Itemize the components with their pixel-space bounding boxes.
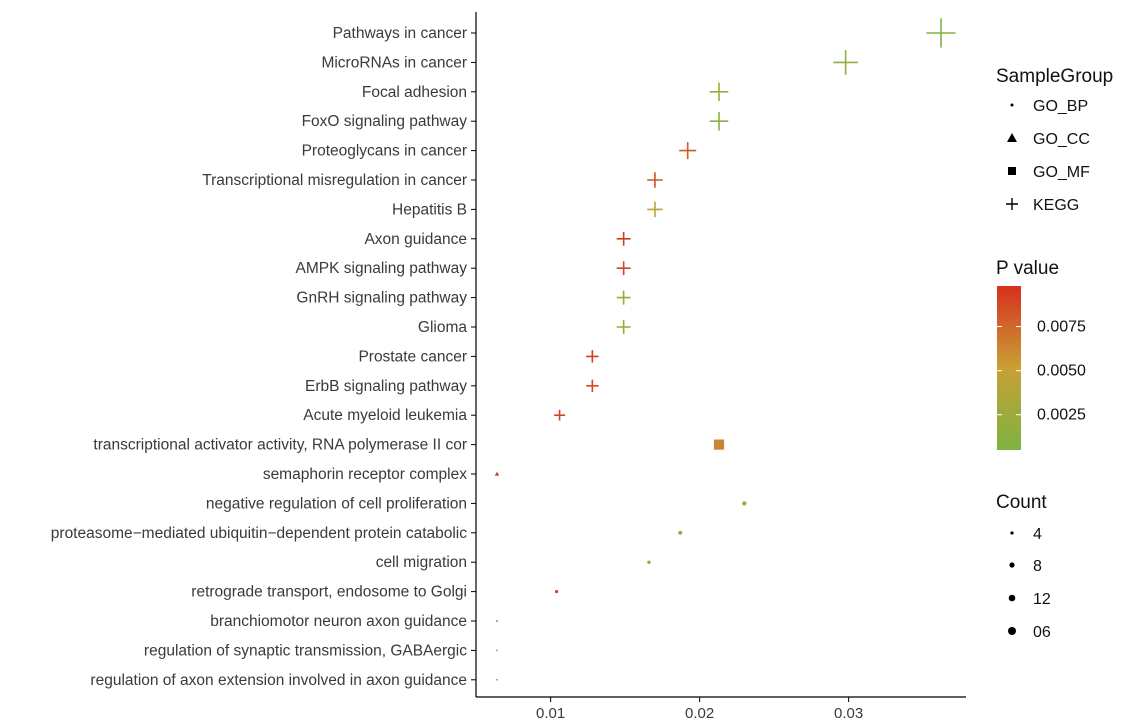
legend-shape-kegg (1006, 198, 1018, 210)
data-point (616, 290, 631, 305)
data-point (496, 649, 498, 652)
y-tick-label: Glioma (418, 319, 467, 336)
legend-size-dot (1008, 627, 1016, 635)
data-point (616, 320, 631, 334)
y-tick-label: Focal adhesion (362, 84, 467, 101)
legend-size-label: 12 (1033, 591, 1051, 608)
legend-size-label: 06 (1033, 624, 1051, 641)
y-tick-label: Acute myeloid leukemia (303, 407, 467, 424)
y-tick-label: negative regulation of cell proliferatio… (206, 495, 467, 512)
y-tick-label: semaphorin receptor complex (263, 466, 467, 483)
y-tick-label: regulation of axon extension involved in… (90, 672, 467, 689)
data-point (678, 530, 683, 535)
data-point (586, 379, 599, 393)
y-tick-label: Pathways in cancer (333, 25, 467, 42)
legend-count: Count 4 8 12 06 (996, 492, 1051, 641)
data-point (709, 111, 729, 131)
legend-size-label: 4 (1033, 526, 1042, 543)
legend-shape-go-mf (1008, 167, 1016, 175)
data-point (647, 201, 663, 218)
x-tick-label: 0.01 (536, 705, 565, 719)
legend-pvalue-title: P value (996, 258, 1059, 279)
y-tick-label: ErbB signaling pathway (305, 378, 467, 395)
y-tick-label: Hepatitis B (392, 201, 467, 218)
data-point (709, 82, 729, 102)
legend-size-dot (1010, 531, 1014, 535)
y-tick-label: Proteoglycans in cancer (302, 143, 467, 160)
pvalue-colorbar (997, 286, 1021, 450)
data-point (496, 620, 498, 622)
data-point (926, 18, 956, 48)
y-tick-label: retrograde transport, endosome to Golgi (191, 584, 467, 601)
colorbar-label: 0.0050 (1037, 363, 1086, 380)
y-tick-label: AMPK signaling pathway (296, 260, 468, 277)
data-point (496, 678, 498, 681)
legend-shape-go-cc (1007, 133, 1017, 142)
legend-size-dot (1009, 562, 1015, 568)
colorbar-label: 0.0025 (1037, 407, 1086, 424)
data-point (833, 50, 858, 75)
data-point (647, 560, 651, 564)
x-tick-label: 0.03 (834, 705, 863, 719)
data-point (494, 471, 500, 476)
legend-size-label: 8 (1033, 558, 1042, 575)
data-point (554, 409, 566, 421)
y-tick-label: proteasome−mediated ubiquitin−dependent … (51, 525, 467, 542)
y-tick-label: FoxO signaling pathway (302, 113, 468, 130)
data-point (679, 142, 697, 160)
y-tick-label: Transcriptional misregulation in cancer (202, 172, 467, 189)
y-tick-label: cell migration (376, 554, 467, 571)
legend-shape-label: GO_CC (1033, 131, 1090, 148)
data-point (555, 590, 559, 594)
data-point (742, 501, 747, 506)
x-tick-label: 0.02 (685, 705, 714, 719)
legend-shape-label: KEGG (1033, 197, 1079, 214)
data-point (647, 172, 663, 188)
legend-size-dot (1008, 594, 1016, 602)
y-tick-label: regulation of synaptic transmission, GAB… (144, 642, 467, 659)
y-tick-label: GnRH signaling pathway (296, 290, 467, 307)
data-point (616, 231, 631, 246)
data-points (494, 18, 956, 681)
legend-samplegroup: SampleGroup GO_BP GO_CC GO_MF KEGG (996, 66, 1113, 214)
data-point (713, 439, 725, 450)
x-axis-ticks: 0.01 0.02 0.03 (536, 697, 863, 719)
y-tick-label: MicroRNAs in cancer (321, 54, 467, 71)
legend-shape-go-bp (1010, 103, 1014, 107)
y-tick-label: Axon guidance (364, 231, 467, 248)
y-tick-label: transcriptional activator activity, RNA … (93, 437, 467, 454)
legend-pvalue: P value 0.0025 0.0050 0.0075 (996, 258, 1086, 450)
data-point (586, 350, 599, 363)
y-axis-labels: Pathways in cancer MicroRNAs in cancer Foc… (51, 25, 476, 689)
legend-samplegroup-title: SampleGroup (996, 66, 1113, 87)
legend-shape-label: GO_BP (1033, 98, 1088, 115)
y-tick-label: branchiomotor neuron axon guidance (210, 613, 467, 630)
data-point (616, 261, 631, 276)
legend-shape-label: GO_MF (1033, 164, 1090, 181)
colorbar-label: 0.0075 (1037, 319, 1086, 336)
legend-count-title: Count (996, 492, 1047, 513)
y-tick-label: Prostate cancer (358, 348, 467, 365)
